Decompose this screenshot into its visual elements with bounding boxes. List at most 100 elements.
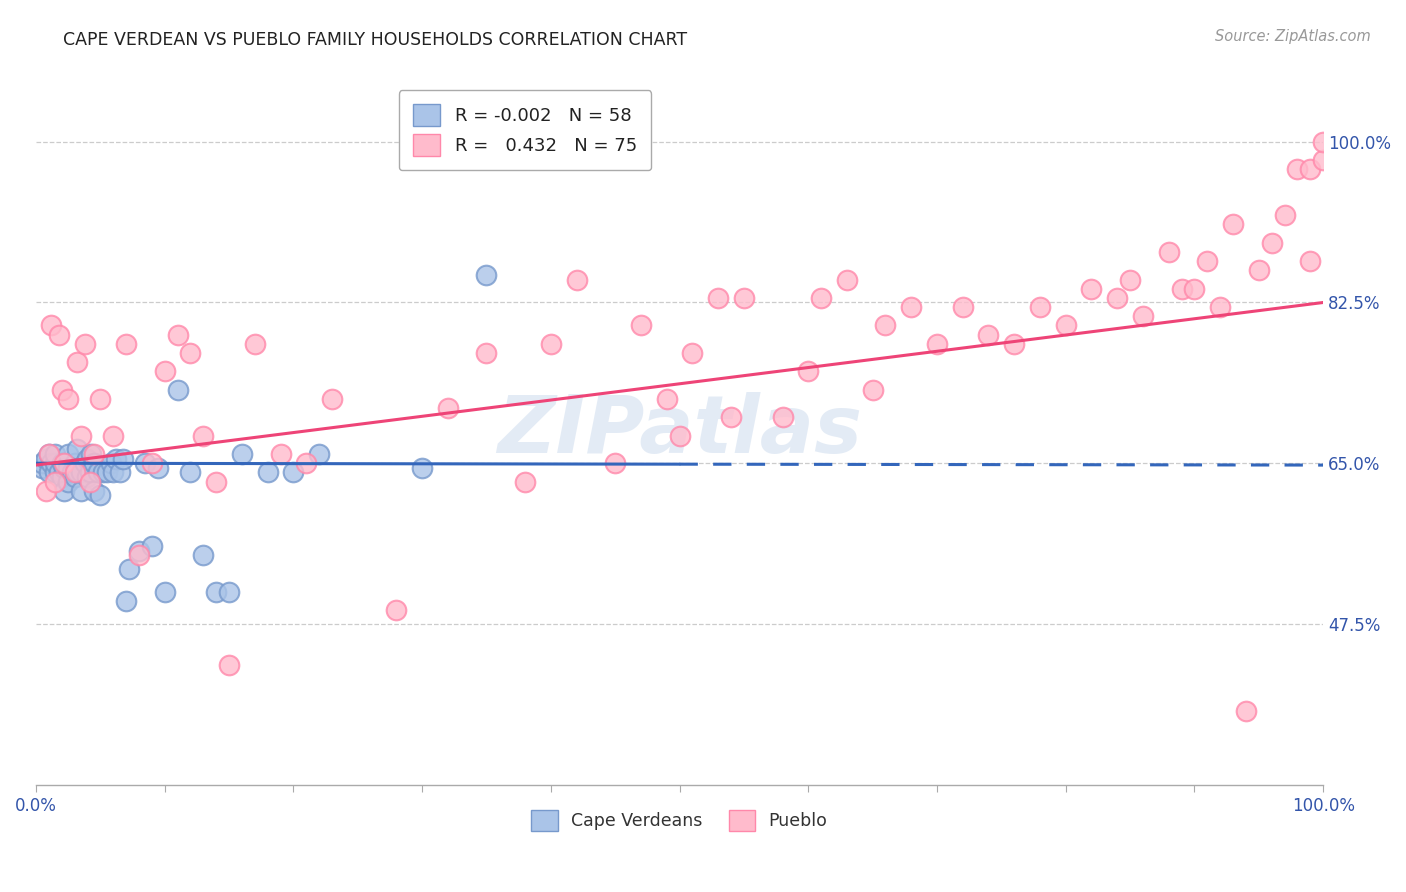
Point bbox=[707, 291, 730, 305]
Point bbox=[53, 483, 76, 498]
Point bbox=[681, 346, 703, 360]
Point bbox=[66, 442, 89, 457]
Point bbox=[101, 428, 124, 442]
Point bbox=[1299, 254, 1322, 268]
Point bbox=[385, 603, 408, 617]
Point bbox=[38, 466, 60, 480]
Point bbox=[513, 475, 536, 489]
Text: Source: ZipAtlas.com: Source: ZipAtlas.com bbox=[1215, 29, 1371, 44]
Point bbox=[83, 447, 105, 461]
Point bbox=[112, 451, 135, 466]
Point bbox=[134, 456, 156, 470]
Point bbox=[231, 447, 253, 461]
Point bbox=[243, 336, 266, 351]
Point bbox=[1247, 263, 1270, 277]
Point bbox=[117, 562, 139, 576]
Point bbox=[166, 383, 188, 397]
Point bbox=[1234, 704, 1257, 718]
Point bbox=[862, 383, 884, 397]
Point bbox=[205, 475, 228, 489]
Point bbox=[53, 460, 76, 475]
Point bbox=[475, 346, 498, 360]
Point bbox=[630, 318, 652, 333]
Point bbox=[668, 428, 690, 442]
Point bbox=[76, 470, 98, 484]
Point bbox=[73, 336, 96, 351]
Point bbox=[475, 268, 498, 282]
Point bbox=[66, 466, 89, 480]
Point bbox=[1312, 153, 1334, 167]
Point bbox=[1184, 282, 1206, 296]
Point bbox=[35, 451, 58, 466]
Point bbox=[41, 318, 63, 333]
Point bbox=[148, 460, 170, 475]
Point bbox=[1132, 310, 1154, 324]
Point bbox=[38, 447, 60, 461]
Point bbox=[270, 447, 292, 461]
Point bbox=[51, 456, 73, 470]
Point bbox=[1197, 254, 1219, 268]
Text: CAPE VERDEAN VS PUEBLO FAMILY HOUSEHOLDS CORRELATION CHART: CAPE VERDEAN VS PUEBLO FAMILY HOUSEHOLDS… bbox=[63, 31, 688, 49]
Point bbox=[83, 483, 105, 498]
Legend: R = -0.002   N = 58, R =   0.432   N = 75: R = -0.002 N = 58, R = 0.432 N = 75 bbox=[399, 90, 651, 170]
Point bbox=[53, 456, 76, 470]
Point bbox=[411, 460, 433, 475]
Point bbox=[38, 447, 60, 461]
Point bbox=[1119, 272, 1142, 286]
Point bbox=[63, 470, 86, 484]
Point bbox=[1312, 135, 1334, 149]
Point bbox=[295, 456, 318, 470]
Point bbox=[60, 466, 83, 480]
Point bbox=[1260, 235, 1282, 250]
Point bbox=[31, 456, 53, 470]
Point bbox=[835, 272, 858, 286]
Point bbox=[797, 364, 820, 378]
Point bbox=[35, 483, 58, 498]
Point bbox=[128, 543, 150, 558]
Point bbox=[63, 456, 86, 470]
Point bbox=[44, 456, 66, 470]
Point bbox=[56, 392, 79, 406]
Point bbox=[115, 336, 138, 351]
Point bbox=[51, 470, 73, 484]
Point bbox=[51, 383, 73, 397]
Point bbox=[89, 488, 111, 502]
Point bbox=[308, 447, 330, 461]
Point bbox=[437, 401, 460, 416]
Point bbox=[205, 585, 228, 599]
Point bbox=[70, 428, 93, 442]
Point bbox=[875, 318, 897, 333]
Point bbox=[179, 466, 201, 480]
Point bbox=[44, 447, 66, 461]
Point bbox=[153, 364, 176, 378]
Point bbox=[810, 291, 832, 305]
Point bbox=[141, 456, 163, 470]
Point bbox=[321, 392, 343, 406]
Point bbox=[31, 460, 53, 475]
Point bbox=[141, 539, 163, 553]
Point bbox=[193, 428, 215, 442]
Point bbox=[193, 548, 215, 562]
Point bbox=[733, 291, 755, 305]
Point bbox=[1054, 318, 1077, 333]
Point bbox=[128, 548, 150, 562]
Point bbox=[565, 272, 588, 286]
Point bbox=[1157, 244, 1180, 259]
Point bbox=[79, 475, 101, 489]
Point bbox=[218, 658, 240, 673]
Point bbox=[1222, 218, 1244, 232]
Point bbox=[48, 466, 70, 480]
Point bbox=[91, 466, 114, 480]
Text: ZIPatlas: ZIPatlas bbox=[498, 392, 862, 470]
Point bbox=[1209, 300, 1232, 314]
Point bbox=[256, 466, 278, 480]
Point bbox=[540, 336, 562, 351]
Point bbox=[104, 451, 127, 466]
Point bbox=[952, 300, 974, 314]
Point bbox=[1170, 282, 1192, 296]
Point bbox=[48, 327, 70, 342]
Point bbox=[96, 466, 118, 480]
Point bbox=[166, 327, 188, 342]
Point bbox=[720, 410, 742, 425]
Point bbox=[925, 336, 948, 351]
